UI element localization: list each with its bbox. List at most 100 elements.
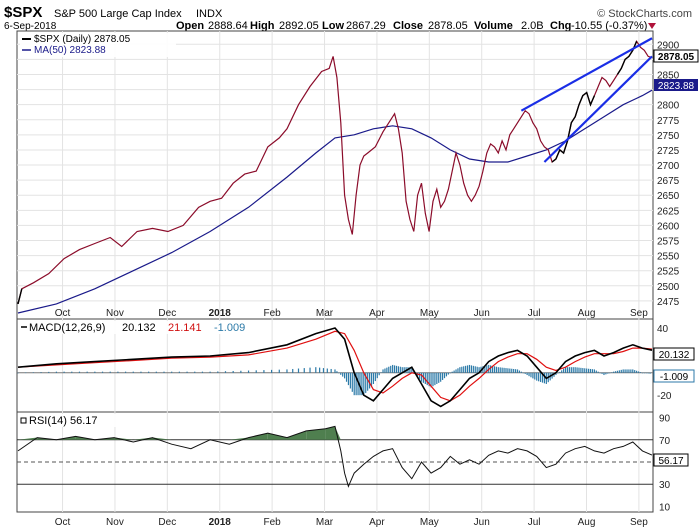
close-label: Close: [393, 20, 423, 32]
macd-hist-bar: [466, 365, 469, 373]
macd-hist-bar: [390, 365, 392, 373]
macd-hist-bar: [532, 372, 534, 379]
macd-hist-bar: [564, 367, 567, 373]
price-tick-label: 2500: [657, 282, 680, 293]
macd-hist-bar: [309, 367, 311, 373]
macd-hist-bar: [86, 371, 88, 373]
macd-hist-bar: [353, 372, 355, 396]
macd-hist-bar: [349, 372, 351, 389]
macd-hist-bar: [357, 372, 359, 396]
macd-hist-bar: [315, 367, 317, 373]
macd-hist-bar: [620, 369, 622, 373]
rsi-tick-label: 30: [659, 480, 671, 491]
source-credit[interactable]: © StockCharts.com: [597, 8, 692, 20]
macd-hist-bar: [449, 372, 451, 374]
change-value: -10.55 (-0.37%): [571, 20, 647, 32]
macd-hist-bar: [378, 372, 380, 376]
macd-hist-bar: [499, 367, 501, 373]
macd-hist-bar: [224, 371, 227, 373]
macd-hist-bar: [361, 372, 363, 396]
price-badge-box: [653, 49, 699, 63]
macd-hist-bar: [580, 367, 582, 373]
macd-hist-bar: [637, 371, 640, 373]
high-value: 2892.05: [279, 20, 319, 32]
macd-hist-bar: [513, 368, 515, 373]
macd-hist-bar: [178, 371, 180, 373]
macd-hist-bar: [530, 372, 532, 378]
macd-hist-bar: [217, 371, 219, 373]
macd-hist-bar: [568, 367, 570, 373]
macd-hist-bar: [605, 372, 607, 375]
macd-hist-bar: [411, 367, 413, 373]
month-tick-label: Feb: [264, 517, 282, 528]
macd-hist-bar: [511, 368, 513, 373]
month-tick-label: Jul: [528, 308, 541, 319]
macd-hist-bar: [516, 369, 519, 373]
symbol: $SPX: [4, 4, 42, 21]
macd-hist-bar: [622, 369, 624, 373]
month-tick-label: Dec: [158, 308, 176, 319]
macd-hist-bar: [597, 371, 599, 373]
rsi-fill-segment: [133, 437, 153, 440]
macd-hist-bar: [599, 372, 601, 374]
rsi-badge-box: [653, 453, 689, 467]
macd-hist-bar: [351, 372, 353, 392]
macd-hist-bar: [643, 372, 645, 374]
macd-hist-bar: [497, 367, 499, 373]
month-tick-label: 2018: [209, 308, 232, 319]
macd-hist-bar: [539, 372, 542, 382]
macd-hist-bar: [626, 369, 628, 373]
month-tick-label: May: [420, 308, 439, 319]
macd-hist-bar: [101, 371, 104, 373]
macd-hist-bar: [572, 367, 574, 373]
month-tick-label: Sep: [630, 517, 648, 528]
quote-date: 6-Sep-2018: [4, 21, 57, 32]
macd-hist-bar: [380, 372, 382, 373]
price-tick-label: 2850: [657, 70, 680, 81]
macd-hist-bar: [441, 372, 444, 380]
price-line-segment: [551, 91, 596, 163]
macd-hist-bar: [520, 371, 522, 373]
macd-hist-bar: [607, 372, 609, 374]
macd-hist-bar: [409, 367, 411, 373]
change-label: Chg: [550, 20, 571, 32]
macd-hist-bar: [578, 367, 580, 373]
macd-hist-bar: [609, 372, 611, 374]
macd-hist-bar: [455, 369, 457, 373]
macd-hist-bar: [566, 367, 569, 373]
month-tick-label: Feb: [264, 308, 282, 319]
macd-hist-bar: [336, 371, 338, 373]
rsi-line: [17, 425, 653, 488]
macd-hist-bar: [451, 371, 453, 373]
macd-hist-bar: [526, 372, 528, 376]
macd-hist-bar: [382, 369, 384, 373]
macd-hist-bar: [457, 368, 459, 373]
macd-hist-bar: [474, 366, 476, 373]
macd-hist-bar: [403, 367, 405, 373]
rsi-fill-segment: [306, 428, 326, 440]
price-tick-label: 2675: [657, 176, 680, 187]
macd-hist-bar: [395, 365, 398, 373]
macd-hist-bar: [388, 366, 390, 373]
macd-hist-bar: [614, 371, 617, 373]
rsi-fill-segment: [18, 437, 38, 440]
macd-hist-bar: [555, 372, 557, 376]
ma-badge-box: [654, 79, 698, 91]
macd-hist-bar: [140, 371, 142, 373]
macd-hist-bar: [397, 366, 399, 373]
macd-hist-bar: [634, 370, 636, 373]
price-line-segment: [17, 288, 23, 305]
macd-signal-legend-value: 21.141: [168, 322, 202, 334]
macd-hist-bar: [124, 371, 127, 373]
month-tick-label: Jun: [474, 308, 490, 319]
macd-hist-bar: [240, 370, 242, 373]
price-legend-bg: [20, 33, 176, 57]
macd-hist-bar: [365, 372, 367, 393]
macd-hist-bar: [647, 372, 649, 374]
rsi-legend-swatch: [20, 417, 27, 424]
macd-hist-bar: [247, 370, 250, 373]
rsi-fill-segment: [325, 426, 335, 440]
macd-hist-bar: [344, 372, 346, 379]
macd-hist-bar: [509, 368, 511, 373]
